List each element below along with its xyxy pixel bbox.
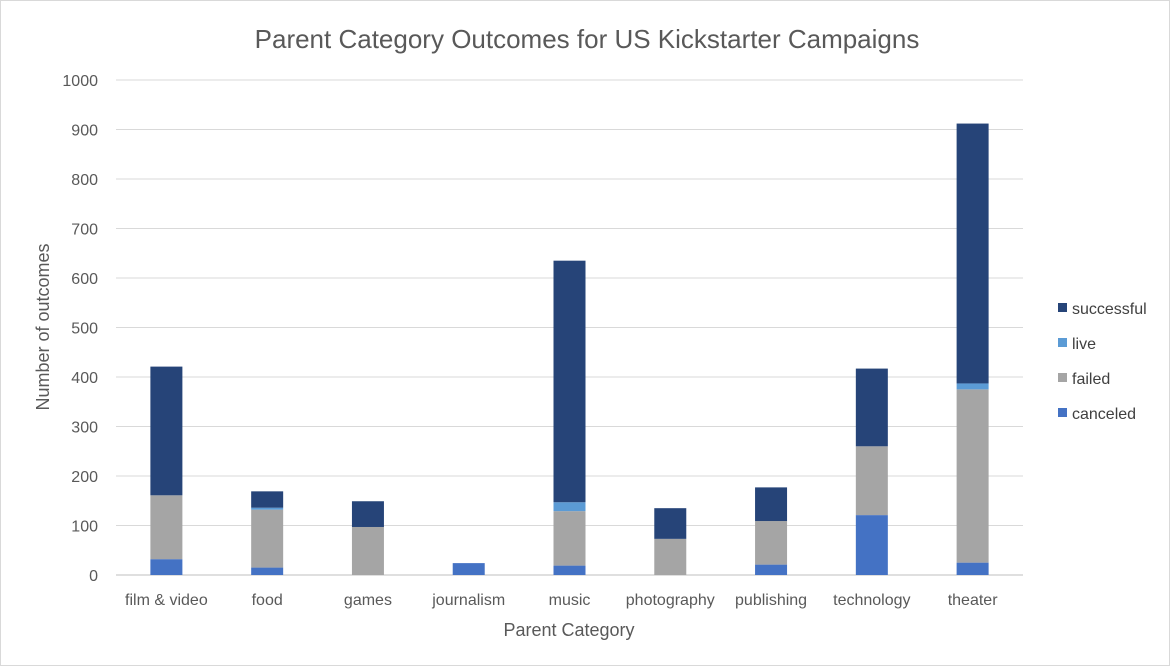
y-axis-title: Number of outcomes — [33, 243, 53, 410]
bar-successful — [553, 260, 586, 503]
bar-failed — [553, 511, 586, 566]
y-tick-label: 500 — [71, 321, 98, 338]
legend-label-live: live — [1072, 336, 1096, 353]
legend-swatch-live — [1058, 338, 1067, 347]
bars — [150, 123, 989, 575]
bar-failed — [150, 495, 183, 560]
chart-title: Parent Category Outcomes for US Kickstar… — [255, 24, 920, 54]
legend-swatch-successful — [1058, 303, 1067, 312]
legend-swatch-canceled — [1058, 408, 1067, 417]
y-tick-label: 800 — [71, 172, 98, 189]
bar-failed — [251, 509, 284, 568]
y-tick-label: 600 — [71, 271, 98, 288]
x-tick-label: film & video — [125, 592, 208, 609]
x-tick-label: theater — [948, 592, 998, 609]
bar-failed — [654, 538, 687, 575]
bar-canceled — [855, 515, 888, 575]
bar-live — [553, 502, 586, 512]
bar-successful — [150, 366, 183, 496]
bar-canceled — [755, 564, 788, 575]
bar-live — [251, 507, 284, 510]
x-tick-label: technology — [833, 592, 910, 609]
y-tick-label: 400 — [71, 370, 98, 387]
x-tick-label: music — [549, 592, 591, 609]
y-tick-label: 300 — [71, 420, 98, 437]
bar-failed — [855, 446, 888, 516]
legend-label-successful: successful — [1072, 301, 1147, 318]
legend-label-failed: failed — [1072, 371, 1110, 388]
x-tick-label: food — [252, 592, 283, 609]
bar-successful — [855, 368, 888, 447]
x-tick-label: games — [344, 592, 392, 609]
y-tick-label: 0 — [89, 568, 98, 585]
x-tick-label: journalism — [431, 592, 505, 609]
bar-successful — [654, 508, 687, 539]
bar-canceled — [553, 565, 586, 575]
bar-successful — [351, 501, 384, 527]
bar-live — [956, 383, 989, 390]
bar-canceled — [251, 567, 284, 575]
y-tick-label: 200 — [71, 469, 98, 486]
bar-successful — [956, 123, 989, 384]
y-tick-label: 1000 — [62, 73, 98, 90]
x-tick-label: photography — [626, 592, 715, 609]
bar-failed — [956, 389, 989, 563]
y-tick-label: 700 — [71, 222, 98, 239]
bar-successful — [755, 487, 788, 522]
legend: successful live failed canceled — [1058, 301, 1147, 423]
bar-canceled — [956, 562, 989, 575]
y-axis-tick-labels: 0 100 200 300 400 500 600 700 800 900 1000 — [62, 73, 98, 585]
x-tick-label: publishing — [735, 592, 807, 609]
bar-canceled — [150, 559, 183, 575]
x-axis-tick-labels: film & video food games journalism music phot… — [125, 592, 998, 609]
y-tick-label: 900 — [71, 123, 98, 140]
y-tick-label: 100 — [71, 519, 98, 536]
legend-label-canceled: canceled — [1072, 406, 1136, 423]
x-axis-title: Parent Category — [503, 620, 634, 640]
bar-canceled — [452, 563, 485, 575]
bar-failed — [755, 521, 788, 565]
bar-failed — [351, 526, 384, 575]
legend-swatch-failed — [1058, 373, 1067, 382]
bar-successful — [251, 491, 284, 508]
